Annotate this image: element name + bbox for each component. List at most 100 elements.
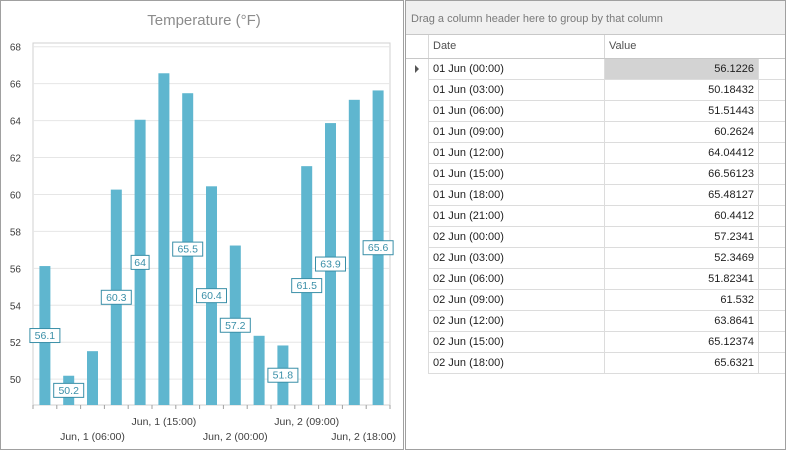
column-header-value[interactable]: Value bbox=[609, 40, 637, 52]
value-cell[interactable]: 65.6321 bbox=[605, 353, 759, 373]
data-label: 64 bbox=[134, 257, 146, 269]
row-indicator[interactable] bbox=[406, 311, 429, 332]
table-row[interactable]: 01 Jun (09:00) 60.2624 bbox=[406, 122, 785, 143]
value-cell[interactable]: 51.82341 bbox=[605, 269, 759, 289]
row-indicator[interactable] bbox=[406, 80, 429, 101]
value-cell[interactable]: 56.1226 bbox=[605, 59, 759, 79]
table-row[interactable]: 01 Jun (15:00) 66.56123 bbox=[406, 164, 785, 185]
data-label: 60.3 bbox=[106, 292, 127, 304]
y-tick-label: 56 bbox=[10, 264, 22, 275]
y-tick-label: 64 bbox=[10, 117, 22, 128]
date-cell[interactable]: 01 Jun (15:00) bbox=[429, 164, 605, 184]
date-cell[interactable]: 01 Jun (12:00) bbox=[429, 143, 605, 163]
date-cell[interactable]: 01 Jun (18:00) bbox=[429, 185, 605, 205]
bar bbox=[253, 335, 265, 405]
bar bbox=[158, 73, 170, 405]
data-label-box bbox=[291, 278, 323, 294]
row-indicator[interactable] bbox=[406, 227, 429, 248]
data-label-box bbox=[315, 256, 346, 272]
row-indicator-header bbox=[406, 35, 429, 58]
row-indicator[interactable] bbox=[406, 332, 429, 353]
table-row[interactable]: 01 Jun (12:00) 64.04412 bbox=[406, 143, 785, 164]
table-row[interactable]: 02 Jun (09:00) 61.532 bbox=[406, 290, 785, 311]
data-label-box bbox=[219, 317, 251, 333]
row-indicator[interactable] bbox=[406, 185, 429, 206]
date-cell[interactable]: 02 Jun (03:00) bbox=[429, 248, 605, 268]
date-cell[interactable]: 01 Jun (06:00) bbox=[429, 101, 605, 121]
row-indicator[interactable] bbox=[406, 164, 429, 185]
row-indicator[interactable] bbox=[406, 269, 429, 290]
value-cell[interactable]: 52.3469 bbox=[605, 248, 759, 268]
data-label-box bbox=[196, 288, 227, 304]
x-tick-label: Jun, 1 (06:00) bbox=[60, 431, 125, 443]
data-label-box bbox=[130, 254, 150, 270]
value-cell[interactable]: 51.51443 bbox=[605, 101, 759, 121]
data-label: 57.2 bbox=[225, 320, 246, 332]
x-tick-label: Jun, 2 (18:00) bbox=[331, 431, 396, 443]
date-cell[interactable]: 01 Jun (00:00) bbox=[429, 59, 605, 79]
date-cell[interactable]: 02 Jun (12:00) bbox=[429, 311, 605, 331]
grid-header: Date Value bbox=[406, 35, 785, 59]
x-tick-label: Jun, 2 (00:00) bbox=[203, 431, 268, 443]
value-cell[interactable]: 61.532 bbox=[605, 290, 759, 310]
table-row[interactable]: 01 Jun (21:00) 60.4412 bbox=[406, 206, 785, 227]
y-tick-label: 58 bbox=[10, 227, 22, 238]
date-cell[interactable]: 02 Jun (18:00) bbox=[429, 353, 605, 373]
table-row[interactable]: 02 Jun (12:00) 63.8641 bbox=[406, 311, 785, 332]
table-row[interactable]: 02 Jun (15:00) 65.12374 bbox=[406, 332, 785, 353]
value-cell[interactable]: 64.04412 bbox=[605, 143, 759, 163]
data-label: 63.9 bbox=[320, 259, 341, 271]
row-indicator[interactable] bbox=[406, 206, 429, 227]
y-tick-label: 66 bbox=[10, 80, 22, 91]
chart-title: Temperature (°F) bbox=[147, 12, 261, 29]
data-label-box bbox=[267, 367, 299, 383]
date-cell[interactable]: 02 Jun (06:00) bbox=[429, 269, 605, 289]
row-indicator[interactable] bbox=[406, 143, 429, 164]
data-label-box bbox=[362, 240, 394, 256]
date-cell[interactable]: 01 Jun (09:00) bbox=[429, 122, 605, 142]
temperature-bar-chart: 50 52 54 56 58 60 62 64 66 68 56.1 50.2 60.3 64 65.5 60… bbox=[10, 12, 396, 443]
x-tick-label: Jun, 1 (15:00) bbox=[132, 416, 197, 428]
date-cell[interactable]: 01 Jun (03:00) bbox=[429, 80, 605, 100]
data-grid[interactable]: Drag a column header here to group by th… bbox=[405, 0, 786, 450]
y-tick-label: 62 bbox=[10, 154, 22, 165]
date-cell[interactable]: 02 Jun (00:00) bbox=[429, 227, 605, 247]
data-label: 50.2 bbox=[58, 385, 79, 397]
table-row[interactable]: 02 Jun (03:00) 52.3469 bbox=[406, 248, 785, 269]
data-label-box bbox=[100, 289, 132, 305]
table-row[interactable]: 01 Jun (00:00) 56.1226 bbox=[406, 59, 785, 80]
row-indicator[interactable] bbox=[406, 290, 429, 311]
table-row[interactable]: 02 Jun (06:00) 51.82341 bbox=[406, 269, 785, 290]
group-by-panel[interactable]: Drag a column header here to group by th… bbox=[406, 1, 785, 35]
value-cell[interactable]: 65.48127 bbox=[605, 185, 759, 205]
date-cell[interactable]: 02 Jun (09:00) bbox=[429, 290, 605, 310]
row-indicator[interactable] bbox=[406, 59, 429, 80]
y-tick-label: 60 bbox=[10, 190, 22, 201]
value-cell[interactable]: 60.2624 bbox=[605, 122, 759, 142]
value-cell[interactable]: 63.8641 bbox=[605, 311, 759, 331]
bar bbox=[87, 351, 98, 405]
value-cell[interactable]: 65.12374 bbox=[605, 332, 759, 352]
table-row[interactable]: 01 Jun (03:00) 50.18432 bbox=[406, 80, 785, 101]
row-indicator[interactable] bbox=[406, 101, 429, 122]
value-cell[interactable]: 57.2341 bbox=[605, 227, 759, 247]
row-indicator[interactable] bbox=[406, 122, 429, 143]
date-cell[interactable]: 01 Jun (21:00) bbox=[429, 206, 605, 226]
table-row[interactable]: 02 Jun (18:00) 65.6321 bbox=[406, 353, 785, 374]
row-indicator[interactable] bbox=[406, 248, 429, 269]
data-label: 60.4 bbox=[201, 290, 222, 302]
value-cell[interactable]: 50.18432 bbox=[605, 80, 759, 100]
value-cell[interactable]: 60.4412 bbox=[605, 206, 759, 226]
x-tick-label: Jun, 2 (09:00) bbox=[274, 416, 339, 428]
data-label-box bbox=[172, 241, 204, 257]
table-row[interactable]: 02 Jun (00:00) 57.2341 bbox=[406, 227, 785, 248]
y-tick-label: 68 bbox=[10, 43, 22, 54]
data-label: 65.5 bbox=[177, 244, 198, 256]
date-cell[interactable]: 02 Jun (15:00) bbox=[429, 332, 605, 352]
value-cell[interactable]: 66.56123 bbox=[605, 164, 759, 184]
table-row[interactable]: 01 Jun (18:00) 65.48127 bbox=[406, 185, 785, 206]
data-label: 61.5 bbox=[296, 280, 317, 292]
row-indicator[interactable] bbox=[406, 353, 429, 374]
column-header-date[interactable]: Date bbox=[429, 35, 605, 58]
table-row[interactable]: 01 Jun (06:00) 51.51443 bbox=[406, 101, 785, 122]
